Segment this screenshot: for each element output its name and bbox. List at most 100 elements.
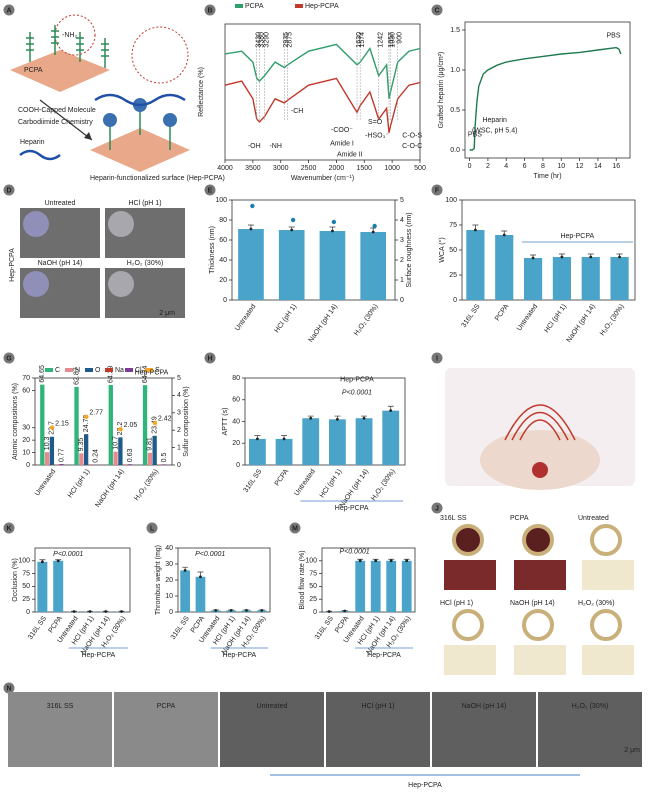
- plot-frame: [34, 377, 173, 466]
- legend-swatch: [65, 368, 73, 372]
- axis-title: Grafted heparin (μg/cm²): [438, 52, 445, 129]
- legend-label: Na: [115, 367, 124, 374]
- label: Untreated: [578, 515, 609, 522]
- body: [480, 430, 600, 490]
- legend-swatch: [145, 368, 153, 372]
- plot-frame: [464, 21, 631, 159]
- bar: [386, 560, 397, 612]
- heart: [532, 462, 548, 478]
- sample-disc: [108, 211, 134, 237]
- annotation: Hep-PCPA: [340, 377, 374, 384]
- point: [49, 425, 55, 430]
- panel-badge: [431, 4, 443, 16]
- bar: [113, 451, 118, 465]
- bar: [552, 257, 571, 300]
- y-tick-label: 20: [219, 277, 227, 284]
- label: Hep-PCPA: [408, 782, 442, 789]
- panel-badge: [204, 184, 216, 196]
- y-tick-label: 30: [22, 425, 30, 432]
- point: [245, 609, 248, 612]
- axis-title: Thickness (nm): [209, 226, 216, 274]
- annotation: -COO⁻: [331, 127, 353, 134]
- peak-label: 900: [397, 32, 404, 44]
- point: [256, 437, 259, 441]
- bar: [581, 257, 600, 300]
- substrate: [10, 50, 110, 92]
- y2-tick-label: 3: [400, 237, 404, 244]
- bar: [108, 384, 113, 465]
- axis-title: Time (hr): [533, 173, 561, 180]
- bar: [118, 437, 123, 465]
- annotation: PBS: [606, 32, 620, 39]
- y2-tick-label: 0: [177, 462, 181, 469]
- annotation: P<0.0001: [342, 390, 372, 397]
- x-tick-label: 10: [557, 163, 565, 170]
- y-tick-label: 10: [165, 593, 173, 600]
- value-label: 0.77: [58, 448, 65, 462]
- point: [474, 228, 477, 232]
- y-tick-label: 0: [236, 462, 240, 469]
- bar: [329, 419, 346, 465]
- bar: [59, 464, 64, 465]
- label: PCPA: [510, 515, 529, 522]
- tube: [522, 524, 554, 556]
- point: [371, 230, 375, 234]
- heparin-chain: [19, 149, 61, 161]
- point: [362, 416, 366, 420]
- tube-open: [444, 560, 496, 590]
- y-tick-label: 0: [26, 462, 30, 469]
- y-tick-label: 1.0: [450, 67, 460, 74]
- annotation: PBS: [468, 132, 482, 139]
- x-tick-label: 14: [594, 163, 602, 170]
- label: Heparin-functionalized surface (Hep-PCPA…: [90, 175, 225, 182]
- bar: [74, 386, 79, 465]
- panel-badge: [204, 352, 216, 364]
- y-tick-label: 80: [219, 217, 227, 224]
- bar: [142, 385, 148, 465]
- value-label: 0.63: [127, 448, 134, 462]
- x-tick-label: 3500: [245, 165, 261, 172]
- sem-image: [538, 692, 642, 767]
- point: [183, 569, 187, 572]
- bar: [495, 235, 514, 300]
- sem-image: [114, 692, 218, 767]
- tube-open: [582, 645, 634, 675]
- peak-label: 1057: [388, 32, 395, 48]
- y-tick-label: 40: [165, 545, 173, 552]
- plot-frame: [34, 547, 131, 613]
- loops: [504, 404, 576, 441]
- tube: [522, 609, 554, 641]
- bar: [278, 230, 305, 300]
- bar: [162, 464, 167, 465]
- label: H₂O₂ (30%): [578, 600, 615, 607]
- value-label: 64.24: [142, 366, 149, 384]
- value-label: 0.24: [93, 449, 100, 463]
- panel-letter: N: [6, 685, 11, 692]
- line: [224, 77, 421, 133]
- bar: [275, 438, 293, 465]
- sem-image: [326, 692, 430, 767]
- bar: [610, 257, 629, 300]
- y-tick-label: 100: [445, 197, 457, 204]
- panel-letter: D: [6, 187, 11, 194]
- point: [88, 610, 92, 613]
- legend-label: N: [75, 367, 80, 374]
- y-tick-label: 60: [22, 387, 30, 394]
- group-label: Hep-PCPA: [560, 233, 594, 240]
- label: -NH₂: [62, 32, 77, 39]
- y2-tick-label: 0: [400, 297, 404, 304]
- axis-title: Surface roughness (nm): [406, 212, 413, 287]
- y-tick-label: 20: [22, 437, 30, 444]
- group-label: Hep-PCPA: [9, 248, 16, 282]
- x-tick-label: 2000: [329, 165, 345, 172]
- brush: [26, 32, 34, 62]
- group-label: Hep-PCPA: [81, 652, 115, 659]
- bar: [370, 560, 381, 612]
- tube-open: [444, 645, 496, 675]
- point: [84, 414, 89, 420]
- tube-open: [514, 645, 566, 675]
- tube: [452, 609, 484, 641]
- annotation: Hep-PCPA: [135, 370, 169, 377]
- zoom: [54, 14, 96, 56]
- value-label: 10.3: [44, 436, 51, 450]
